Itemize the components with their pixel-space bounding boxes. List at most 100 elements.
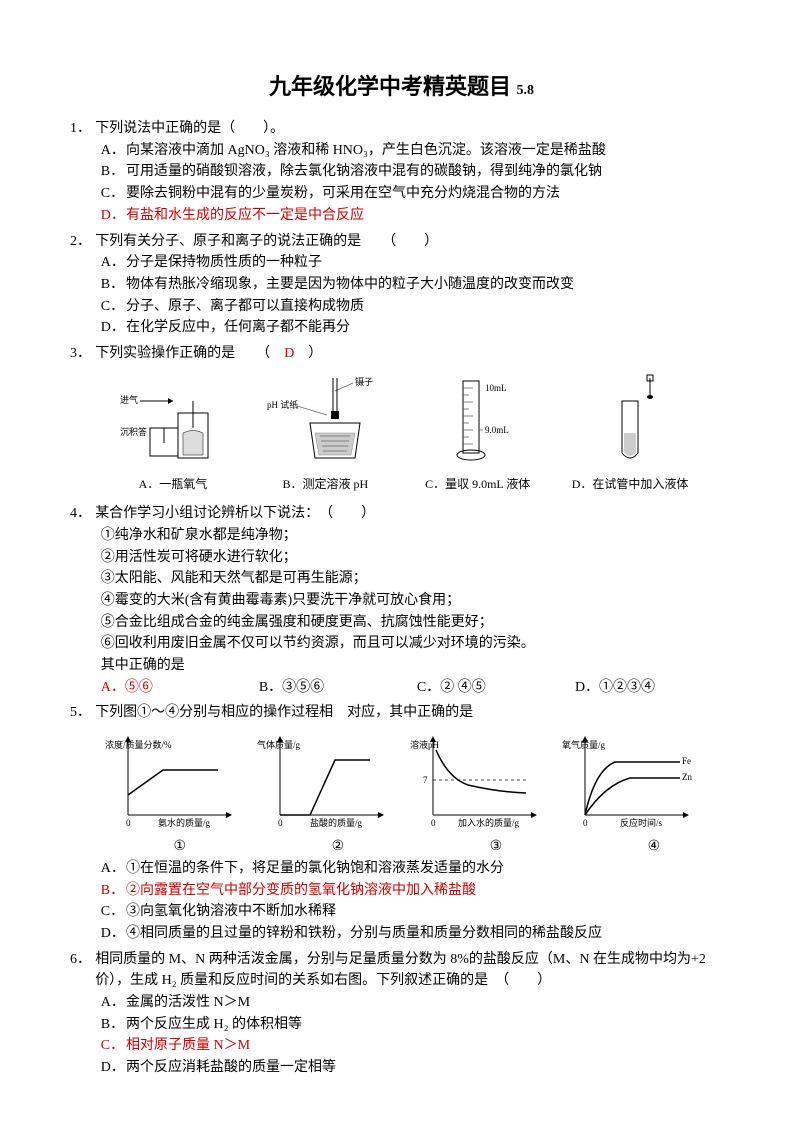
svg-text:0: 0	[278, 818, 283, 828]
q5-chart-3: 7 0 溶液pH 加入水的质量/g	[408, 730, 548, 830]
q5-chart-numbers: ① ② ③ ④	[70, 836, 733, 858]
q6-opt-b: 两个反应生成 H₂ 的体积相等	[126, 1014, 302, 1036]
q2-key-c: C．	[101, 296, 126, 318]
svg-text:Zn: Zn	[682, 772, 692, 782]
question-5: 5． 下列图①～④分别与相应的操作过程相 对应，其中正确的是 0 浓度/质量分数…	[70, 702, 733, 944]
q6-num: 6．	[70, 949, 95, 992]
q2-opt-d: 在化学反应中，任何离子都不能再分	[126, 317, 350, 339]
q1-opt-b: 可用适量的硝酸钡溶液，除去氯化钠溶液中混有的碳酸钠，得到纯净的氯化钠	[126, 161, 602, 183]
question-4: 4． 某合作学习小组讨论辨析以下说法： （ ） ①纯净水和矿泉水都是纯净物； ②…	[70, 503, 733, 698]
svg-text:氨水的质量/g: 氨水的质量/g	[158, 817, 211, 828]
q3-fig-d	[558, 371, 702, 471]
q5-chart-1: 0 浓度/质量分数/% 氨水的质量/g	[103, 730, 243, 830]
q5-key-b: B．	[101, 880, 126, 902]
q1-key-d: D．	[101, 205, 126, 227]
q2-opt-b: 物体有热胀冷缩现象，主要是因为物体中的粒子大小随温度的改变而改变	[126, 274, 574, 296]
q3-answer: D	[284, 346, 294, 361]
svg-text:加入水的质量/g: 加入水的质量/g	[458, 817, 520, 828]
q1-stem: 下列说法中正确的是（ ）。	[95, 118, 733, 140]
q4-opt-b: B．③⑤⑥	[259, 677, 417, 699]
q4-s1: ①纯净水和矿泉水都是纯净物；	[101, 525, 733, 547]
q4-opt-c: C．② ④⑤	[417, 677, 575, 699]
q1-key-b: B．	[101, 161, 126, 183]
svg-text:溶液pH: 溶液pH	[410, 739, 440, 750]
q5-key-d: D．	[101, 923, 126, 945]
q3-cap-b: B．测定溶液 pH	[253, 475, 397, 494]
q5-key-a: A．	[101, 858, 126, 880]
q2-key-b: B．	[101, 274, 126, 296]
q3-cap-d: D．在试管中加入液体	[558, 475, 702, 494]
q3-stem-b: ）	[294, 346, 322, 361]
q3-stem-a: 下列实验操作正确的是 （	[95, 346, 284, 361]
q6-opt-a: 金属的活泼性 N＞M	[126, 992, 250, 1014]
q5-opt-a: ①在恒温的条件下，将足量的氯化钠饱和溶液蒸发适量的水分	[126, 858, 504, 880]
svg-text:气体质量/g: 气体质量/g	[257, 739, 301, 750]
q3-fig-b: 镊子 pH 试纸	[253, 371, 397, 471]
q5-n3: ③	[417, 836, 575, 858]
svg-text:0: 0	[583, 818, 588, 828]
q5-stem: 下列图①～④分别与相应的操作过程相 对应，其中正确的是	[95, 702, 733, 724]
svg-text:进气: 进气	[120, 394, 138, 405]
q6-opt-d: 两个反应消耗盐酸的质量一定相等	[126, 1057, 336, 1079]
q5-opt-b: ②向露置在空气中部分变质的氢氧化钠溶液中加入稀盐酸	[126, 880, 476, 902]
q5-num: 5．	[70, 702, 95, 724]
svg-text:0: 0	[431, 818, 436, 828]
q4-s3: ③太阳能、风能和天然气都是可再生能源；	[101, 568, 733, 590]
question-3: 3． 下列实验操作正确的是 （ D ） 进气 沉积答	[70, 343, 733, 499]
q4-opt-a: A．⑤⑥	[101, 677, 259, 699]
q6-opt-c: 相对原子质量 N＞M	[126, 1035, 250, 1057]
svg-text:镊子: 镊子	[355, 376, 373, 387]
svg-text:Fe: Fe	[682, 756, 691, 766]
svg-text:0: 0	[126, 818, 131, 828]
q3-stem: 下列实验操作正确的是 （ D ）	[95, 343, 733, 365]
q6-stem: 相同质量的 M、N 两种活泼金属，分别与足量质量分数为 8%的盐酸反应（M、N …	[95, 949, 733, 992]
q1-opt-a: 向某溶液中滴加 AgNO₃ 溶液和稀 HNO₃，产生白色沉淀。该溶液一定是稀盐酸	[126, 140, 606, 162]
q2-key-d: D．	[101, 317, 126, 339]
svg-text:9.0mL: 9.0mL	[485, 425, 509, 435]
q2-num: 2．	[70, 231, 95, 253]
question-2: 2． 下列有关分子、原子和离子的说法正确的是 （ ） A．分子是保持物质性质的一…	[70, 231, 733, 339]
q2-opt-a: 分子是保持物质性质的一种粒子	[126, 252, 322, 274]
q5-n4: ④	[575, 836, 733, 858]
q5-n1: ①	[101, 836, 259, 858]
q4-opt-d: D．①②③④	[575, 677, 733, 699]
q3-cap-a: A．一瓶氧气	[101, 475, 245, 494]
q4-s5: ⑤合金比组成合金的纯金属强度和硬度更高、抗腐蚀性能更好；	[101, 612, 733, 634]
q4-s4: ④霉变的大米(含有黄曲霉毒素)只要洗干净就可放心食用；	[101, 590, 733, 612]
svg-text:盐酸的质量/g: 盐酸的质量/g	[310, 817, 363, 828]
q3-fig-c: 10mL 9.0mL	[406, 371, 550, 471]
svg-text:氧气质量/g: 氧气质量/g	[562, 739, 606, 750]
title-main: 九年级化学中考精英题目	[269, 74, 511, 99]
q6-key-c: C．	[101, 1035, 126, 1057]
q4-stem: 某合作学习小组讨论辨析以下说法： （ ）	[95, 503, 733, 525]
svg-text:沉积答: 沉积答	[120, 426, 147, 437]
q1-num: 1．	[70, 118, 95, 140]
q4-tail: 其中正确的是	[101, 655, 733, 677]
q4-s2: ②用活性炭可将硬水进行软化；	[101, 547, 733, 569]
q1-opt-c: 要除去铜粉中混有的少量炭粉，可采用在空气中充分灼烧混合物的方法	[126, 183, 560, 205]
q5-opt-c: ③向氢氧化钠溶液中不断加水稀释	[126, 901, 336, 923]
q1-opt-d: 有盐和水生成的反应不一定是中合反应	[126, 205, 364, 227]
q5-n2: ②	[259, 836, 417, 858]
q5-chart-4: Fe Zn 0 氧气质量/g 反应时间/s	[560, 730, 700, 830]
title-sub: 5.8	[517, 83, 535, 98]
svg-text:浓度/质量分数/%: 浓度/质量分数/%	[105, 739, 172, 750]
q4-s6: ⑥回收利用废旧金属不仅可以节约资源，而且可以减少对环境的污染。	[101, 633, 733, 655]
q2-key-a: A．	[101, 252, 126, 274]
q2-stem: 下列有关分子、原子和离子的说法正确的是 （ ）	[95, 231, 733, 253]
svg-text:10mL: 10mL	[485, 383, 507, 393]
svg-text:pH 试纸: pH 试纸	[267, 399, 298, 410]
svg-text:7: 7	[423, 775, 428, 785]
q5-charts: 0 浓度/质量分数/% 氨水的质量/g 0 气体质量/g 盐酸的质量/g 7	[70, 724, 733, 836]
q3-figures: 进气 沉积答 A．一瓶氧气 镊子	[70, 365, 733, 500]
q3-cap-c: C．量収 9.0mL 液体	[406, 475, 550, 494]
q6-key-b: B．	[101, 1014, 126, 1036]
q6-key-a: A．	[101, 992, 126, 1014]
q5-chart-2: 0 气体质量/g 盐酸的质量/g	[255, 730, 395, 830]
question-6: 6． 相同质量的 M、N 两种活泼金属，分别与足量质量分数为 8%的盐酸反应（M…	[70, 949, 733, 1079]
svg-text:反应时间/s: 反应时间/s	[620, 817, 663, 828]
page-title: 九年级化学中考精英题目 5.8	[70, 70, 733, 104]
q3-fig-a: 进气 沉积答	[101, 371, 245, 471]
q5-opt-d: ④相同质量的且过量的锌粉和铁粉，分别与质量和质量分数相同的稀盐酸反应	[126, 923, 602, 945]
q6-key-d: D．	[101, 1057, 126, 1079]
